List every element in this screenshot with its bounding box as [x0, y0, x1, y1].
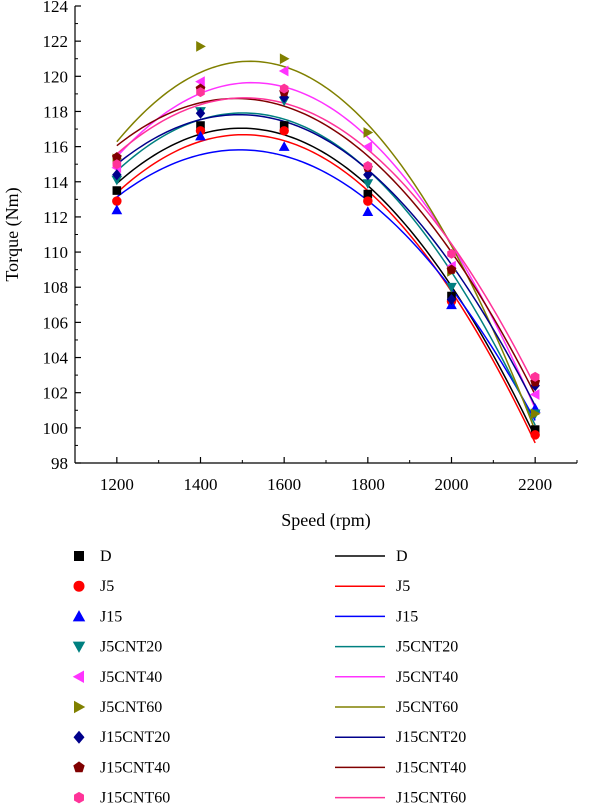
data-point-j15cnt20 — [195, 107, 206, 119]
legend-label-j5cnt20: J5CNT20 — [100, 639, 162, 656]
legend-line-label-j5cnt40: J5CNT40 — [396, 669, 458, 686]
x-tick-label: 1200 — [100, 475, 134, 494]
data-point-d — [112, 186, 122, 195]
legend-line-label-d: D — [396, 548, 408, 565]
fit-line-j5cnt40 — [116, 81, 536, 409]
x-tick-label: 1400 — [184, 475, 218, 494]
y-tick-label: 114 — [43, 173, 68, 192]
legend-label-d: D — [100, 548, 112, 565]
legend-marker-j15cnt40 — [73, 761, 85, 773]
data-point-j15cnt60 — [279, 83, 289, 94]
legend-marker-d — [74, 551, 84, 561]
data-point-j5 — [279, 126, 289, 136]
data-point-j5 — [363, 196, 373, 206]
y-tick-label: 102 — [43, 384, 69, 403]
legend-label-j15cnt60: J15CNT60 — [100, 790, 170, 807]
legend-line-label-j5: J5 — [396, 578, 410, 595]
legend-marker-j5cnt40 — [72, 670, 84, 684]
y-tick-label: 110 — [43, 243, 68, 262]
data-point-d — [196, 121, 205, 130]
legend: D D J5 J5 J15 J15 J5CNT20 J5CNT20 J5CNT40 J5CNT40… — [72, 548, 466, 807]
legend-marker-j5cnt60 — [74, 700, 86, 714]
fit-line-j5 — [116, 133, 536, 444]
legend-line-label-j5cnt20: J5CNT20 — [396, 639, 458, 656]
fit-line-j15cnt60 — [116, 97, 536, 387]
data-point-j15cnt60 — [112, 159, 122, 170]
x-tick-label: 1800 — [351, 475, 385, 494]
data-point-j15 — [195, 130, 206, 141]
y-tick-label: 118 — [43, 102, 68, 121]
x-axis-title: Speed (rpm) — [281, 510, 370, 531]
legend-label-j5: J5 — [100, 578, 114, 595]
data-point-j5cnt20 — [111, 175, 123, 186]
data-point-j5cnt40 — [195, 76, 205, 87]
y-tick-label: 108 — [43, 278, 69, 297]
data-point-j5 — [530, 430, 540, 440]
legend-label-j15cnt20: J15CNT20 — [100, 729, 170, 746]
legend-marker-j15cnt60 — [74, 791, 84, 804]
data-point-j15 — [111, 204, 123, 215]
data-point-j15cnt20 — [279, 91, 289, 103]
legend-label-j15cnt40: J15CNT40 — [100, 759, 170, 776]
data-point-j15cnt20 — [112, 169, 122, 181]
data-point-j15cnt60 — [447, 248, 456, 259]
fit-line-j15 — [116, 149, 536, 421]
data-point-j5 — [112, 196, 122, 206]
y-tick-label: 104 — [43, 349, 69, 368]
x-tick-label: 2200 — [518, 475, 552, 494]
fit-line-j15cnt20 — [116, 113, 536, 407]
legend-label-j5cnt40: J5CNT40 — [100, 669, 162, 686]
y-tick-label: 124 — [43, 0, 69, 16]
y-tick-label: 120 — [43, 67, 69, 86]
data-point-j5cnt40 — [529, 389, 540, 400]
y-tick-label: 106 — [43, 313, 69, 332]
data-point-j15cnt40 — [446, 264, 457, 274]
y-tick-label: 116 — [43, 138, 68, 157]
legend-marker-j15 — [72, 610, 86, 622]
x-tick-label: 1600 — [267, 475, 301, 494]
data-point-j5cnt20 — [446, 282, 457, 293]
legend-line-label-j15cnt40: J15CNT40 — [396, 759, 466, 776]
legend-line-label-j15cnt60: J15CNT60 — [396, 790, 466, 807]
legend-label-j5cnt60: J5CNT60 — [100, 699, 162, 716]
legend-line-label-j15: J15 — [396, 608, 418, 625]
fit-line-j15cnt40 — [116, 97, 536, 396]
fit-line-j5cnt60 — [116, 60, 536, 432]
data-point-j5cnt60 — [279, 53, 290, 65]
legend-marker-j5 — [73, 580, 85, 592]
data-point-j15cnt60 — [196, 87, 205, 98]
data-point-j5cnt60 — [363, 127, 374, 138]
data-point-j5cnt60 — [530, 408, 541, 420]
data-point-j15cnt60 — [530, 371, 540, 382]
legend-marker-j5cnt20 — [72, 641, 86, 653]
data-point-j15 — [278, 141, 290, 151]
legend-label-j15: J15 — [100, 608, 122, 625]
legend-line-label-j5cnt60: J5CNT60 — [396, 699, 458, 716]
data-point-j15cnt20 — [446, 293, 457, 306]
data-point-j15 — [362, 206, 374, 216]
data-point-d — [530, 425, 540, 434]
data-point-d — [363, 189, 373, 199]
x-tick-label: 2000 — [435, 475, 469, 494]
y-tick-label: 98 — [51, 454, 68, 473]
data-point-j5cnt40 — [278, 65, 289, 77]
legend-marker-j15cnt20 — [73, 730, 85, 744]
data-point-j15cnt40 — [111, 152, 122, 162]
data-point-d — [279, 121, 289, 130]
y-axis-title: Torque (Nm) — [2, 187, 23, 281]
y-tick-label: 112 — [43, 208, 68, 227]
y-tick-label: 122 — [43, 32, 69, 51]
data-point-j5cnt60 — [196, 41, 206, 52]
legend-line-label-j15cnt20: J15CNT20 — [396, 729, 466, 746]
data-point-j5cnt40 — [362, 141, 373, 152]
plot-area — [111, 41, 541, 444]
data-point-j5cnt20 — [362, 179, 374, 189]
data-point-j15cnt20 — [363, 169, 373, 181]
y-tick-label: 100 — [43, 419, 69, 438]
data-point-j15cnt60 — [363, 161, 373, 171]
axes: 98 100 102 104 106 108 110 112 114 116 118 120 122 12… — [43, 0, 578, 494]
